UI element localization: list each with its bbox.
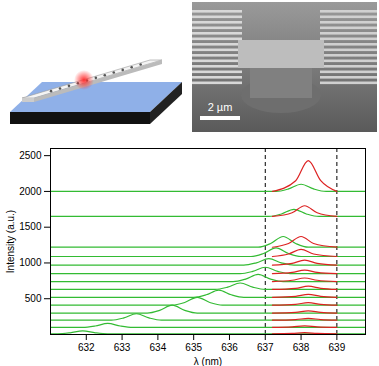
svg-text:635: 635 <box>185 342 202 353</box>
svg-text:λ (nm): λ (nm) <box>194 356 222 366</box>
svg-text:2 µm: 2 µm <box>208 101 233 113</box>
svg-text:637: 637 <box>257 342 274 353</box>
svg-text:638: 638 <box>293 342 310 353</box>
svg-text:Intensity (a.u.): Intensity (a.u.) <box>5 210 16 273</box>
svg-text:1000: 1000 <box>19 257 42 268</box>
svg-text:2500: 2500 <box>19 150 42 161</box>
svg-text:634: 634 <box>150 342 167 353</box>
svg-text:633: 633 <box>114 342 131 353</box>
svg-text:1500: 1500 <box>19 221 42 232</box>
svg-text:2000: 2000 <box>19 186 42 197</box>
svg-text:632: 632 <box>78 342 95 353</box>
svg-text:500: 500 <box>25 293 42 304</box>
svg-text:636: 636 <box>221 342 238 353</box>
svg-text:639: 639 <box>329 342 346 353</box>
